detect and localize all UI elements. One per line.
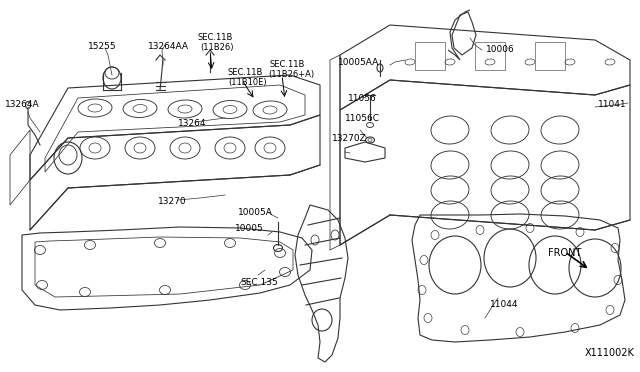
Text: SEC.135: SEC.135 — [240, 278, 278, 287]
Text: SEC.11B: SEC.11B — [198, 33, 234, 42]
Text: 13264: 13264 — [178, 119, 207, 128]
Text: SEC.11B: SEC.11B — [228, 68, 264, 77]
Text: FRONT: FRONT — [548, 248, 581, 258]
Text: SEC.11B: SEC.11B — [270, 60, 305, 69]
Text: 10005A: 10005A — [238, 208, 273, 217]
Text: 10005AA: 10005AA — [338, 58, 380, 67]
Text: 11056: 11056 — [348, 94, 377, 103]
Text: 10005: 10005 — [235, 224, 264, 233]
Text: 11044: 11044 — [490, 300, 518, 309]
Text: (11B26): (11B26) — [200, 43, 234, 52]
Text: 15255: 15255 — [88, 42, 116, 51]
Text: 11041: 11041 — [598, 100, 627, 109]
Text: 13270: 13270 — [158, 197, 187, 206]
Text: 13264A: 13264A — [5, 100, 40, 109]
Text: (11B26+A): (11B26+A) — [268, 70, 314, 79]
Text: 13270Z: 13270Z — [332, 134, 367, 143]
Text: 11056C: 11056C — [345, 114, 380, 123]
Text: 13264AA: 13264AA — [148, 42, 189, 51]
Text: 10006: 10006 — [486, 45, 515, 54]
Text: X111002K: X111002K — [585, 348, 635, 358]
Text: (11B10E): (11B10E) — [228, 78, 267, 87]
